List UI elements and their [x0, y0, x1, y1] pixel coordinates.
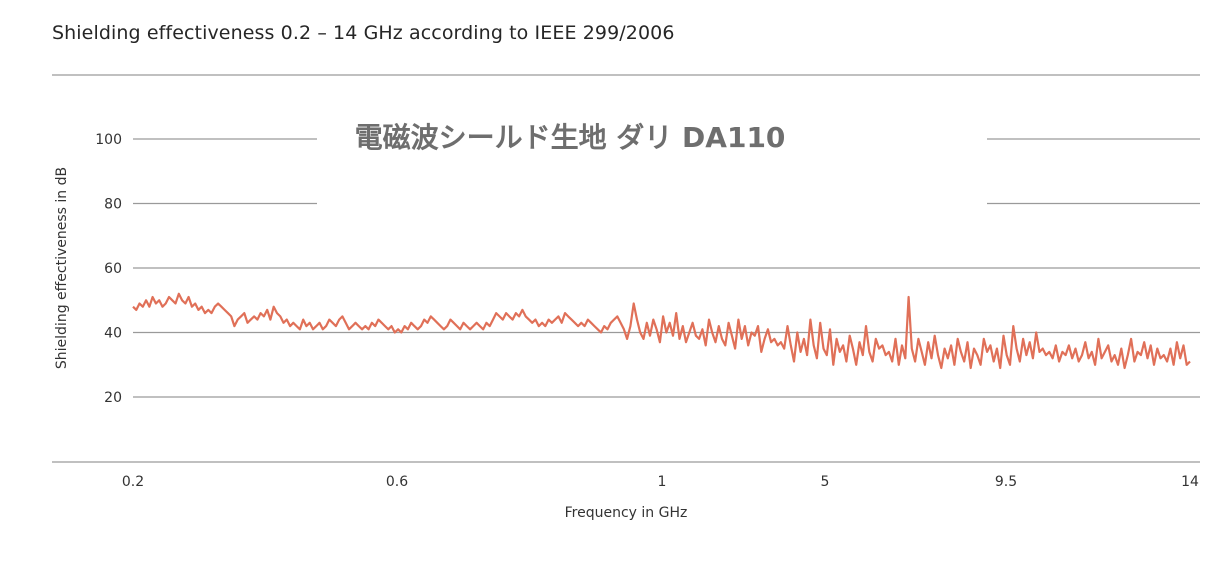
y-tick-label: 80 — [104, 197, 122, 213]
x-tick-label: 14 — [1181, 474, 1199, 490]
x-tick-label: 0.2 — [122, 474, 144, 490]
y-tick-label: 60 — [104, 261, 122, 277]
gridlines — [133, 138, 1200, 398]
y-tick-label: 40 — [104, 326, 122, 342]
chart-title: Shielding effectiveness 0.2 – 14 GHz acc… — [52, 22, 675, 44]
x-axis-label: Frequency in GHz — [565, 505, 688, 521]
x-tick-label: 9.5 — [995, 474, 1017, 490]
series-line — [132, 292, 1191, 370]
x-tick-label: 0.6 — [386, 474, 408, 490]
x-tick-labels: 0.2 0.6 1 5 9.5 14 — [122, 474, 1199, 490]
x-tick-label: 1 — [658, 474, 667, 490]
x-tick-label: 5 — [821, 474, 830, 490]
overlay-title: 電磁波シールド生地 ダリ DA110 — [355, 121, 786, 154]
y-tick-labels: 100 80 60 40 20 — [95, 132, 122, 406]
y-tick-label: 20 — [104, 390, 122, 406]
y-tick-label: 100 — [95, 132, 122, 148]
y-axis-label: Shielding effectiveness in dB — [54, 167, 70, 369]
